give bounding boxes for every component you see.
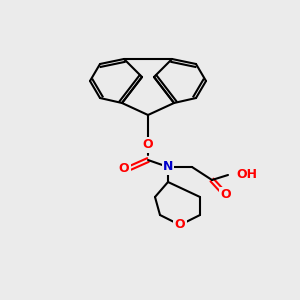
Text: OH: OH (236, 169, 257, 182)
Text: O: O (143, 139, 153, 152)
Text: O: O (221, 188, 231, 202)
Text: N: N (163, 160, 173, 173)
Text: O: O (119, 163, 129, 176)
Text: O: O (175, 218, 185, 232)
